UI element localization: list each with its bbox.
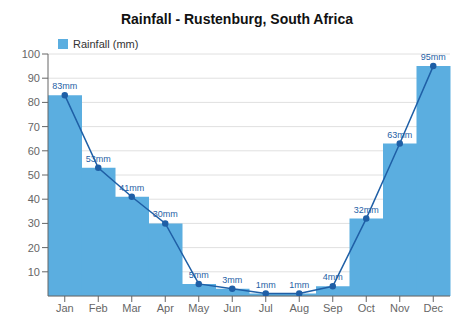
svg-text:1mm: 1mm (289, 280, 309, 290)
svg-text:40: 40 (28, 193, 40, 205)
svg-text:83mm: 83mm (52, 81, 77, 91)
svg-text:Mar: Mar (122, 302, 141, 314)
svg-text:Nov: Nov (390, 302, 410, 314)
svg-text:30mm: 30mm (153, 209, 178, 219)
svg-text:53mm: 53mm (86, 154, 111, 164)
svg-text:20: 20 (28, 242, 40, 254)
svg-text:32mm: 32mm (354, 205, 379, 215)
svg-text:80: 80 (28, 96, 40, 108)
svg-text:10: 10 (28, 266, 40, 278)
svg-text:Dec: Dec (423, 302, 443, 314)
svg-text:Jun: Jun (223, 302, 241, 314)
svg-text:Aug: Aug (289, 302, 309, 314)
svg-text:May: May (188, 302, 209, 314)
svg-text:5mm: 5mm (189, 270, 209, 280)
svg-text:Jan: Jan (56, 302, 74, 314)
svg-text:63mm: 63mm (387, 130, 412, 140)
svg-text:100: 100 (22, 48, 40, 60)
svg-text:60: 60 (28, 145, 40, 157)
html-text:Rainfall - Rustenburg, South A: Rainfall - Rustenburg, South Africa (121, 11, 353, 27)
svg-text:4mm: 4mm (323, 272, 343, 282)
svg-text:30: 30 (28, 217, 40, 229)
svg-text:Apr: Apr (157, 302, 174, 314)
svg-text:Sep: Sep (323, 302, 343, 314)
svg-text:Jul: Jul (259, 302, 273, 314)
svg-text:Feb: Feb (89, 302, 108, 314)
svg-text:70: 70 (28, 121, 40, 133)
svg-text:Oct: Oct (358, 302, 375, 314)
svg-text:90: 90 (28, 72, 40, 84)
html-text:Rainfall (mm): Rainfall (mm) (73, 38, 139, 50)
svg-text:3mm: 3mm (222, 275, 242, 285)
svg-text:50: 50 (28, 169, 40, 181)
svg-text:1mm: 1mm (256, 280, 276, 290)
svg-text:95mm: 95mm (421, 52, 446, 62)
svg-text:41mm: 41mm (119, 183, 144, 193)
